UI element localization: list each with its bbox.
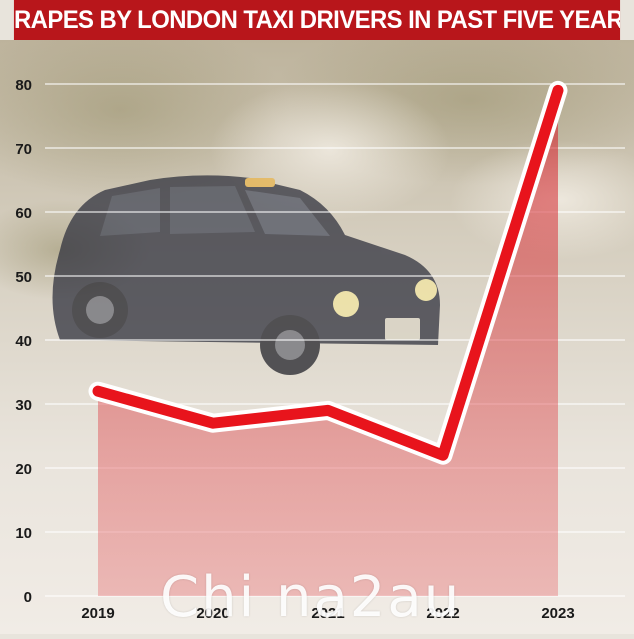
chart-title: RAPES BY LONDON TAXI DRIVERS IN PAST FIV… bbox=[13, 0, 621, 40]
taxi-icon bbox=[52, 175, 440, 375]
y-tick-label: 0 bbox=[24, 589, 32, 606]
y-tick-label: 10 bbox=[15, 525, 32, 542]
y-tick-label: 30 bbox=[15, 397, 32, 414]
data-point-2020 bbox=[211, 421, 215, 425]
y-tick-label: 20 bbox=[15, 461, 32, 478]
area-fill bbox=[98, 90, 558, 597]
series-line bbox=[88, 80, 568, 465]
x-tick-label: 2023 bbox=[541, 605, 574, 622]
y-tick-label: 60 bbox=[15, 205, 32, 222]
y-axis-ticks: 0 10 20 30 40 50 60 70 80 bbox=[15, 77, 32, 606]
y-tick-label: 50 bbox=[15, 269, 32, 286]
x-axis-ticks: 2019 2020 2021 2022 2023 bbox=[81, 605, 574, 622]
data-point-2021 bbox=[326, 408, 330, 412]
x-tick-label: 2019 bbox=[81, 605, 114, 622]
area-shape bbox=[98, 90, 558, 597]
y-tick-label: 70 bbox=[15, 141, 32, 158]
x-tick-label: 2021 bbox=[311, 605, 344, 622]
data-point-2023 bbox=[556, 88, 560, 92]
data-point-2022 bbox=[441, 453, 445, 457]
x-tick-label: 2022 bbox=[426, 605, 459, 622]
y-tick-label: 80 bbox=[15, 77, 32, 94]
y-tick-label: 40 bbox=[15, 333, 32, 350]
data-point-2019 bbox=[96, 389, 100, 393]
x-tick-label: 2020 bbox=[196, 605, 229, 622]
